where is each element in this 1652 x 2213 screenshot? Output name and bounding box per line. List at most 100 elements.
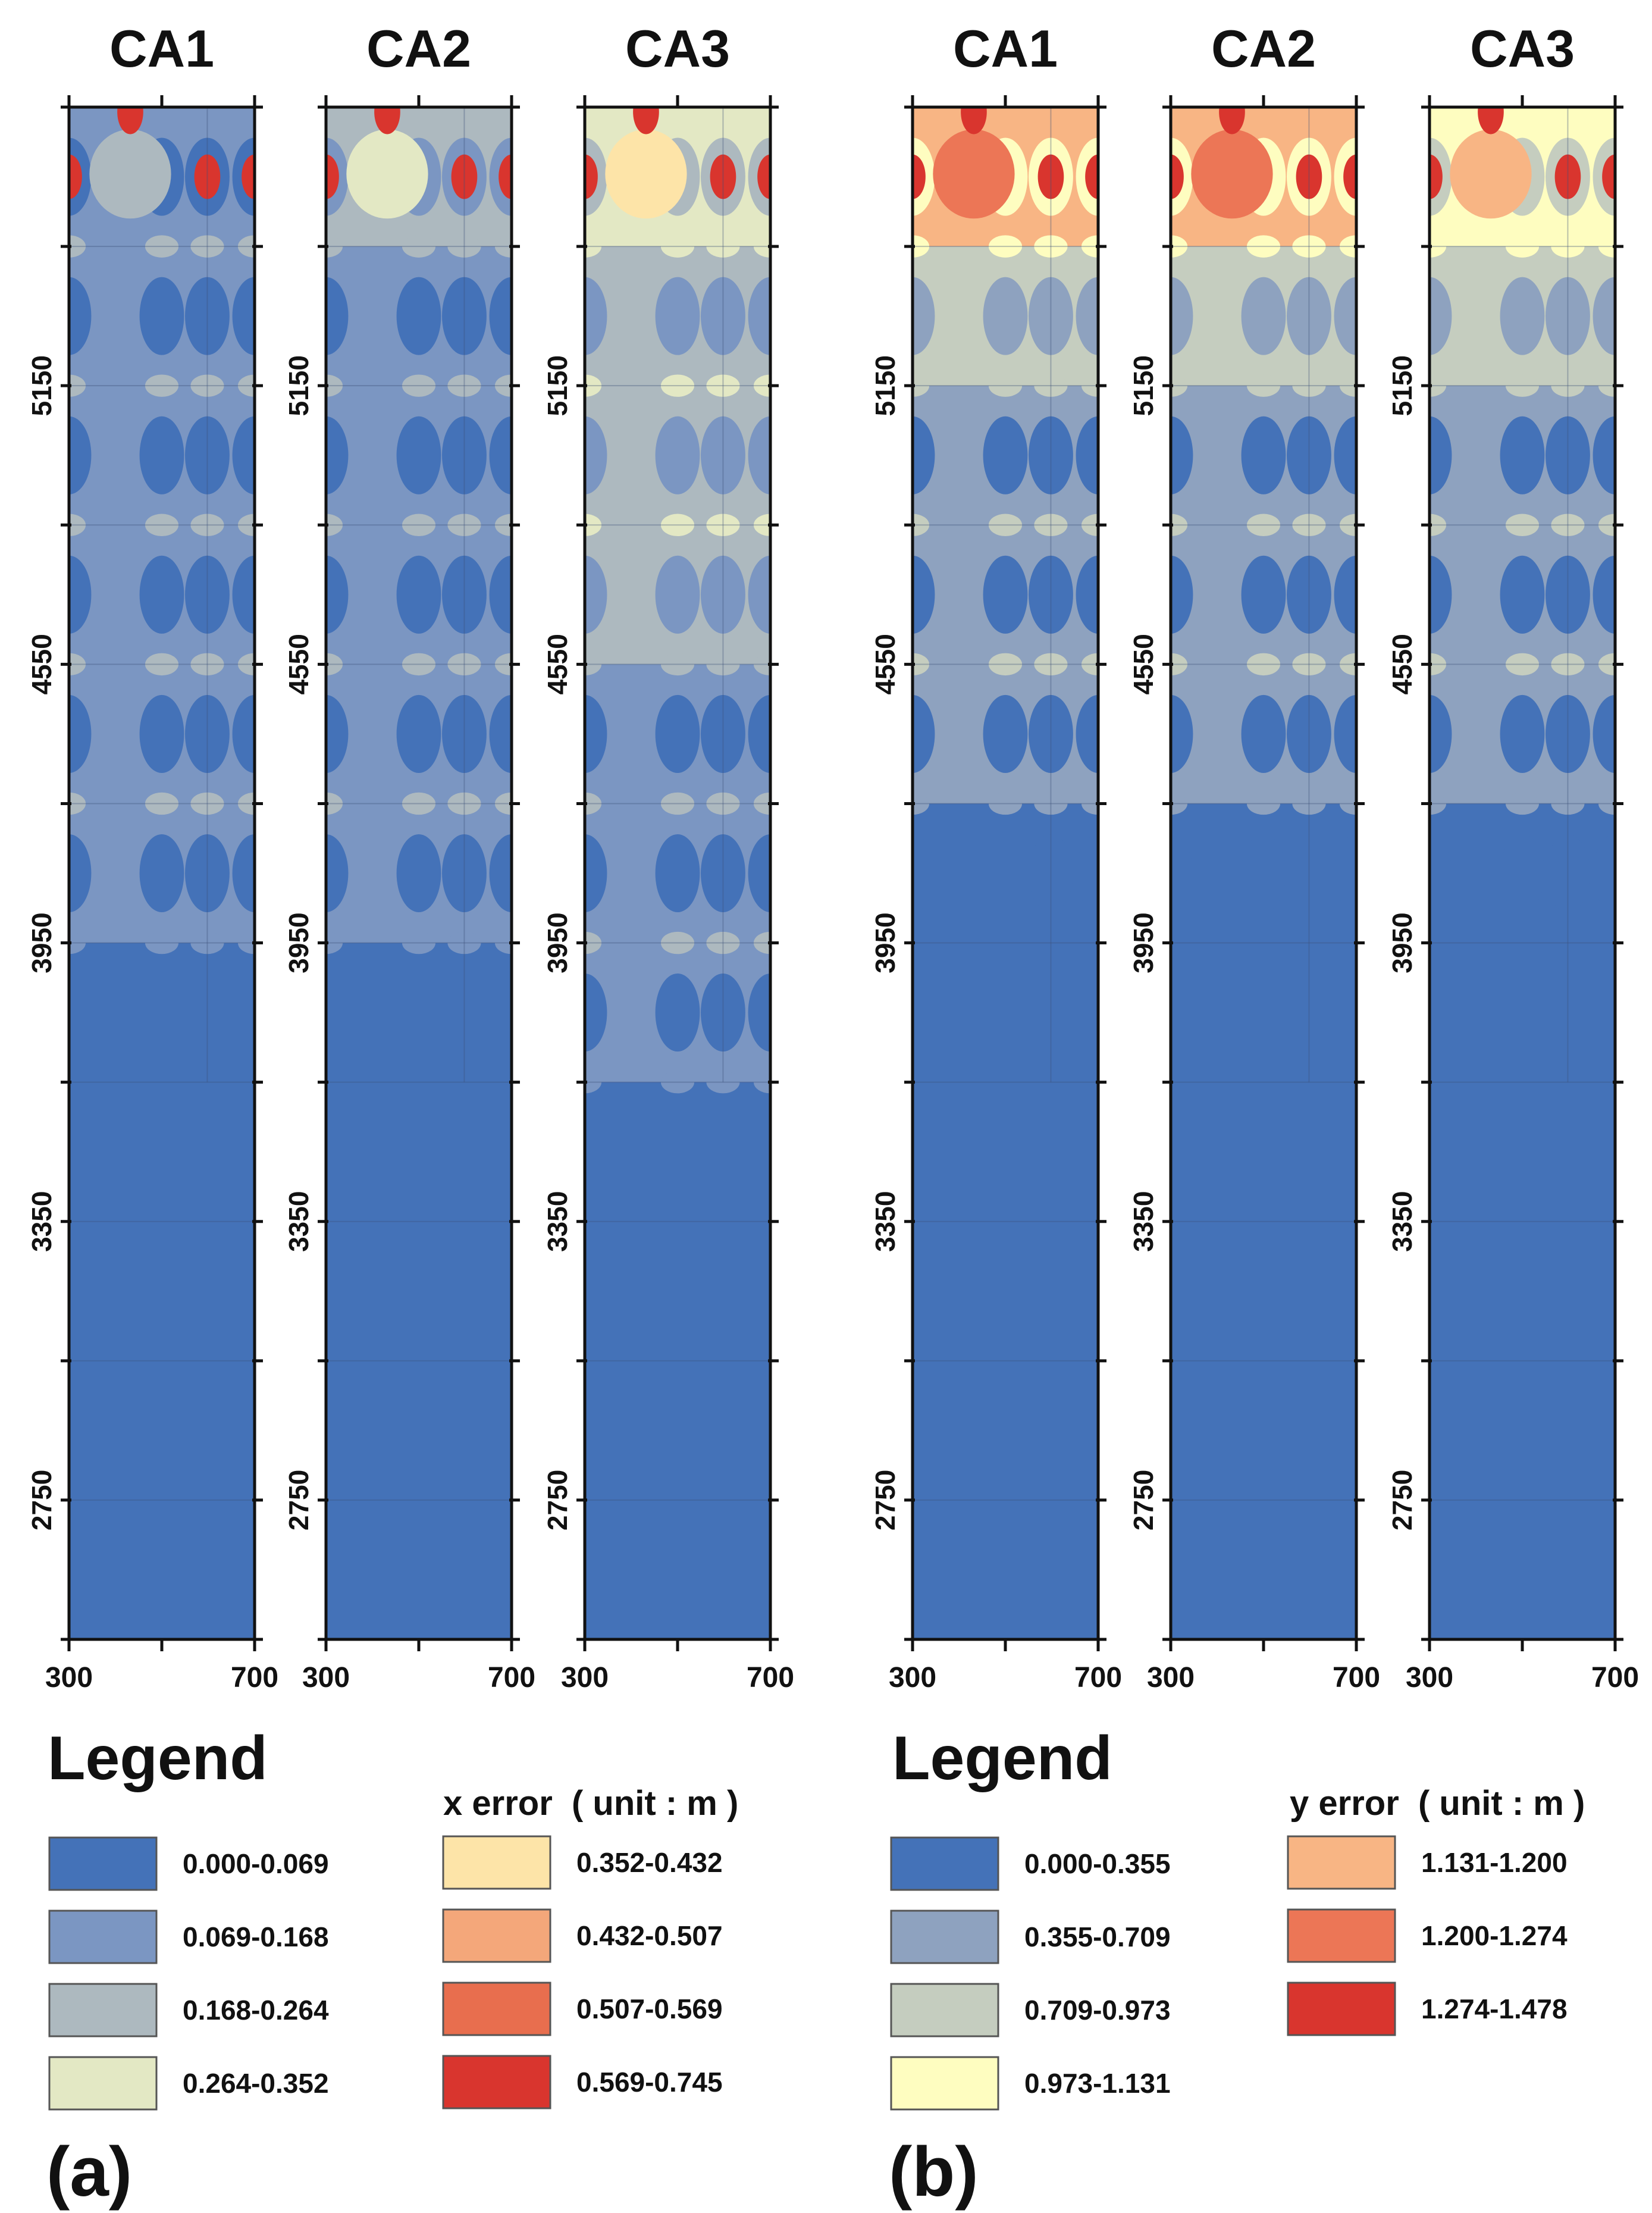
contour-blob	[1546, 555, 1590, 634]
contour-peak	[374, 107, 400, 134]
error-band	[69, 1221, 255, 1361]
error-band	[913, 1500, 1098, 1639]
contour-blob	[988, 653, 1023, 676]
contour-blob	[1241, 694, 1286, 773]
error-band	[326, 1221, 512, 1361]
y-tick-label: 4550	[283, 634, 314, 694]
contour-blob	[1034, 653, 1068, 676]
contour-blob	[585, 694, 607, 773]
contour-blob	[1505, 792, 1540, 815]
contour-blob	[1034, 235, 1068, 258]
contour-blob	[1241, 834, 1286, 913]
contour-blob	[185, 555, 230, 634]
legend-title: Legend	[48, 1724, 268, 1793]
contour-blob	[585, 834, 607, 913]
contour-blob	[983, 277, 1028, 355]
legend-label: 0.355-0.709	[1024, 1921, 1171, 1952]
y-tick-label: 2750	[1387, 1470, 1418, 1530]
contour-blob	[1339, 653, 1356, 676]
error-band	[1430, 1360, 1615, 1501]
legend-swatch	[1287, 1982, 1396, 2036]
panel-title: CA3	[625, 19, 730, 78]
contour-blob	[1430, 277, 1452, 355]
contour-blob	[660, 653, 695, 676]
y-tick-label: 4550	[1387, 634, 1418, 694]
contour-peak	[1554, 154, 1581, 199]
legend-swatch	[48, 1910, 158, 1964]
x-tick-label: 700	[1333, 1662, 1380, 1694]
contour-blob	[1500, 416, 1545, 494]
contour-blob	[1171, 277, 1193, 355]
contour-blob	[190, 931, 224, 954]
contour-blob	[185, 694, 230, 773]
contour-blob	[753, 514, 770, 536]
contour-blob	[69, 277, 92, 355]
contour-blob	[1505, 653, 1540, 676]
contour-blob	[1551, 514, 1585, 536]
contour-blob	[585, 277, 607, 355]
contour-blob	[232, 555, 255, 634]
contour-blob	[139, 416, 184, 494]
contour-blob	[1430, 792, 1447, 815]
panel-title: CA1	[953, 19, 1058, 78]
contour-blob	[1171, 416, 1193, 494]
contour-blob	[190, 514, 224, 536]
contour-blob	[983, 834, 1028, 913]
contour-blob	[701, 277, 745, 355]
contour-blob	[139, 834, 184, 913]
legend-b: Legend y error ( unit : m ) 0.000-0.355 0.3…	[889, 1724, 1585, 2211]
contour-blob	[1246, 235, 1281, 258]
contour-blob	[139, 277, 184, 355]
contour-blob	[402, 931, 436, 954]
contour-blob	[402, 374, 436, 397]
contour-blob	[585, 792, 602, 815]
contour-blob	[701, 694, 745, 773]
legend-label: 0.569-0.745	[576, 2067, 723, 2098]
contour-peak	[1478, 107, 1504, 134]
contour-blob	[396, 277, 441, 355]
contour-blob	[913, 416, 935, 494]
contour-blob	[1287, 834, 1331, 913]
contour-peak	[757, 154, 770, 199]
contour-peak	[1037, 154, 1064, 199]
y-tick-label: 2750	[870, 1470, 901, 1530]
contour-blob	[185, 416, 230, 494]
contour-blob	[660, 514, 695, 536]
x-tick-label: 300	[889, 1662, 936, 1694]
contour-blob	[326, 416, 349, 494]
error-band	[1430, 1500, 1615, 1639]
panel-title: CA1	[109, 19, 214, 78]
contour-blob	[69, 792, 86, 815]
contour-blob	[706, 792, 740, 815]
contour-blob	[1081, 792, 1098, 815]
contour-blob	[1034, 792, 1068, 815]
contour-blob	[69, 694, 92, 773]
contour-blob	[326, 235, 343, 258]
contour-blob	[1034, 514, 1068, 536]
contour-blob	[748, 277, 770, 355]
legend-swatch	[1287, 1835, 1396, 1890]
contour-blob	[326, 694, 349, 773]
contour-blob	[988, 235, 1023, 258]
contour-blob	[1500, 555, 1545, 634]
contour-blob	[585, 1070, 602, 1094]
contour-blob	[1292, 235, 1326, 258]
y-tick-label: 5150	[542, 355, 573, 416]
error-band	[1430, 943, 1615, 1083]
y-tick-label: 3350	[542, 1191, 573, 1252]
contour-blob	[396, 416, 441, 494]
contour-blob	[1598, 235, 1615, 258]
unit-title: x error ( unit : m )	[443, 1784, 738, 1823]
error-band	[1171, 943, 1356, 1083]
y-tick-label: 3350	[283, 1191, 314, 1252]
contour-blob	[913, 235, 930, 258]
contour-blob	[1339, 514, 1356, 536]
contour-blob	[1287, 694, 1331, 773]
error-band	[326, 1082, 512, 1222]
contour-blob	[237, 235, 255, 258]
y-tick-label: 5150	[26, 355, 57, 416]
contour-blob	[190, 653, 224, 676]
contour-blob	[1191, 129, 1273, 219]
legend-label: 0.709-0.973	[1024, 1995, 1171, 2026]
contour-blob	[988, 374, 1023, 397]
